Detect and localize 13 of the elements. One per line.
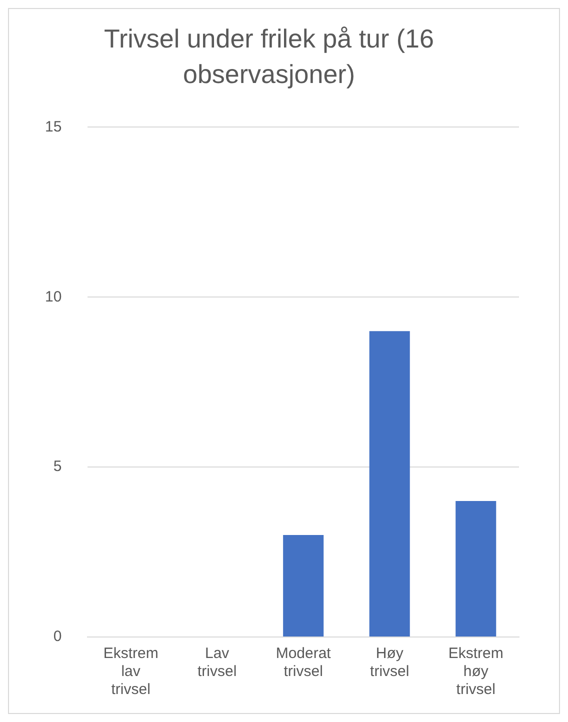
x-tick-label: Høy trivsel: [370, 645, 410, 680]
y-tick-label: 0: [53, 628, 62, 646]
chart-title: Trivsel under frilek på tur (16 observasjoner): [104, 24, 434, 89]
x-tick-label: Ekstrem høy trivsel: [448, 645, 504, 698]
bar: [369, 331, 410, 636]
y-tick-label: 5: [53, 458, 62, 476]
x-tick-label: Ekstrem lav trivsel: [103, 645, 158, 698]
y-tick-label: 10: [44, 288, 62, 306]
bar: [456, 501, 496, 636]
bar: [283, 535, 324, 636]
x-tick-label: Moderat trivsel: [276, 645, 332, 680]
x-tick-label: Lav trivsel: [197, 645, 237, 680]
y-tick-label: 15: [44, 118, 62, 136]
